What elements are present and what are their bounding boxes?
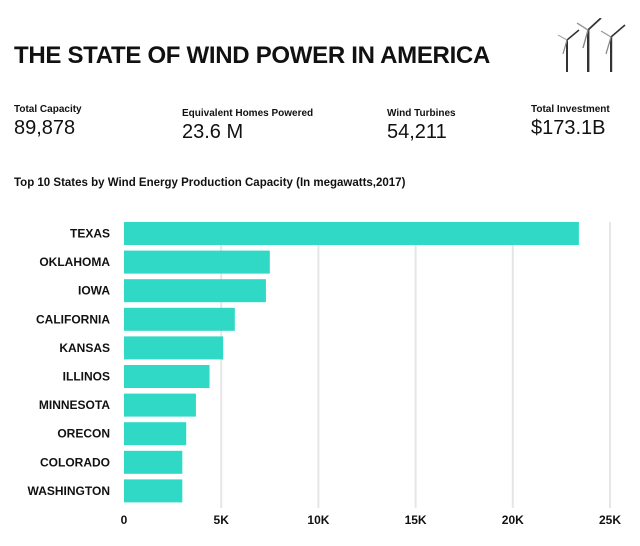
bar-orecon	[124, 422, 186, 445]
stat-label: Total Capacity	[14, 104, 82, 115]
category-label: COLORADO	[40, 455, 110, 469]
bar-illinos	[124, 365, 210, 388]
page-title: THE STATE OF WIND POWER IN AMERICA	[14, 42, 490, 70]
category-label: ORECON	[57, 427, 110, 441]
x-tick-label: 0	[121, 513, 128, 527]
category-labels: TEXAS OKLAHOMA IOWA CALIFORNIA KANSAS ILLINOS…	[28, 227, 111, 498]
category-label: KANSAS	[59, 341, 110, 355]
stat-wind-turbines: Wind Turbines 54,211	[387, 108, 456, 144]
category-label: ILLINOS	[63, 370, 110, 384]
wind-turbines-icon	[555, 18, 630, 74]
stat-total-capacity: Total Capacity 89,878	[14, 104, 82, 140]
stat-label: Equivalent Homes Powered	[182, 108, 313, 119]
stat-value: 23.6 M	[182, 121, 313, 144]
bar-oklahoma	[124, 251, 270, 274]
bar-chart: TEXAS OKLAHOMA IOWA CALIFORNIA KANSAS ILLINOS…	[0, 210, 640, 546]
category-label: OKLAHOMA	[39, 255, 110, 269]
bar-texas	[124, 222, 579, 245]
x-tick-label: 15K	[405, 513, 427, 527]
category-label: TEXAS	[70, 227, 110, 241]
category-label: CALIFORNIA	[36, 312, 110, 326]
bar-iowa	[124, 279, 266, 302]
x-tick-label: 25K	[599, 513, 621, 527]
x-tick-label: 5K	[214, 513, 230, 527]
category-label: WASHINGTON	[28, 484, 110, 498]
bar-california	[124, 308, 235, 331]
bar-washington	[124, 479, 182, 502]
stat-homes-powered: Equivalent Homes Powered 23.6 M	[182, 108, 313, 144]
stat-value: 54,211	[387, 121, 456, 144]
chart-title: Top 10 States by Wind Energy Production …	[14, 177, 405, 189]
gridlines	[221, 222, 610, 508]
x-axis-tick-labels: 0 5K 10K 15K 20K 25K	[121, 513, 622, 527]
bars	[124, 222, 579, 502]
x-tick-label: 20K	[502, 513, 524, 527]
stat-label: Wind Turbines	[387, 108, 456, 119]
category-label: MINNESOTA	[39, 398, 110, 412]
bar-colorado	[124, 451, 182, 474]
category-label: IOWA	[78, 284, 110, 298]
bar-minnesota	[124, 394, 196, 417]
stat-total-investment: Total Investment $173.1B	[531, 104, 610, 140]
stat-label: Total Investment	[531, 104, 610, 115]
stat-value: $173.1B	[531, 117, 610, 140]
x-tick-label: 10K	[307, 513, 329, 527]
stat-value: 89,878	[14, 117, 82, 140]
bar-kansas	[124, 336, 223, 359]
